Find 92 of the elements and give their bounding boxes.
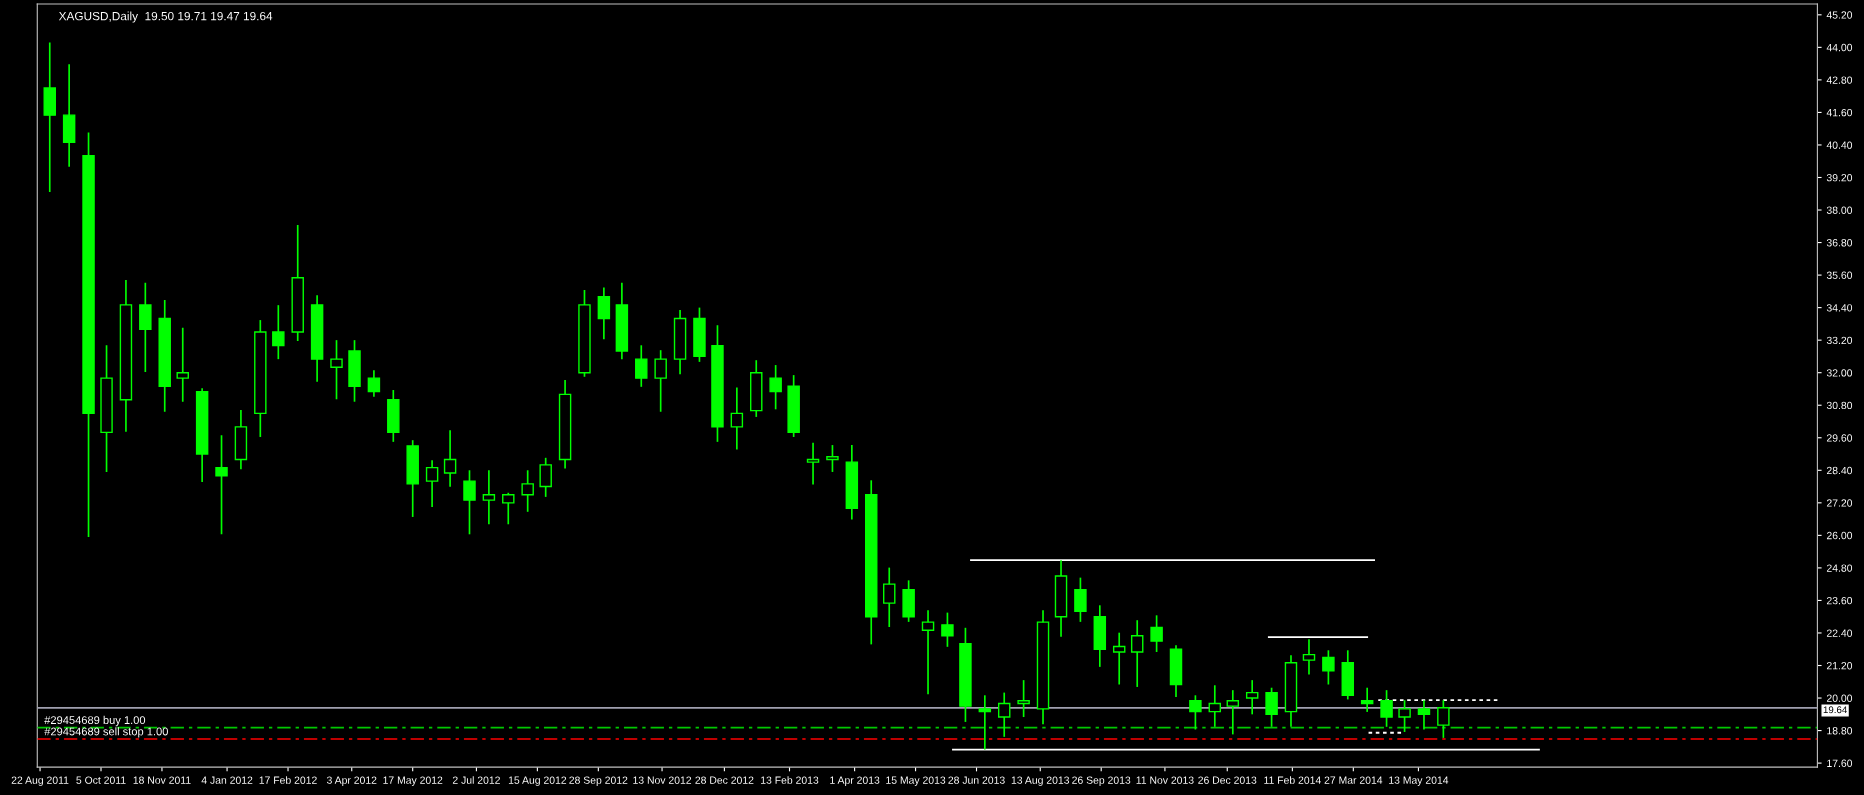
- x-tick-label: 28 Dec 2012: [695, 776, 754, 784]
- candlestick: [502, 492, 515, 525]
- x-tick-label: 13 Nov 2012: [633, 776, 692, 784]
- y-tick-label: 22.40: [1826, 629, 1853, 637]
- ref-line-label: 19.64: [1823, 706, 1847, 714]
- y-tick-label: 34.40: [1826, 304, 1853, 312]
- y-tick-label: 40.40: [1826, 141, 1853, 149]
- y-tick-label: 33.20: [1826, 336, 1853, 345]
- candlestick: [806, 442, 820, 485]
- candlestick: [1130, 620, 1144, 687]
- candlestick: [1208, 685, 1222, 727]
- x-tick-label: 17 Feb 2012: [259, 776, 317, 784]
- y-tick-label: 23.60: [1826, 596, 1853, 605]
- y-tick-label: 20.00: [1826, 694, 1853, 702]
- candlestick: [1360, 687, 1374, 712]
- x-tick-label: 22 Aug 2011: [11, 776, 69, 786]
- candlestick: [521, 470, 534, 512]
- y-tick-label: 30.80: [1826, 401, 1853, 410]
- x-tick-label: 27 Mar 2014: [1324, 776, 1383, 784]
- x-tick-label: 15 May 2013: [886, 776, 946, 786]
- y-tick-label: 24.80: [1826, 564, 1853, 572]
- x-tick-label: 4 Jan 2012: [201, 776, 253, 784]
- candlestick: [215, 435, 228, 535]
- candlestick: [1245, 680, 1259, 715]
- candlestick: [1112, 632, 1126, 685]
- candlestick: [272, 305, 285, 360]
- ref-line-label: #29454689 sell stop 1.00: [44, 727, 168, 738]
- candlestick: [1017, 680, 1030, 718]
- candlestick: [1150, 615, 1163, 652]
- y-tick-label: 45.20: [1826, 11, 1853, 19]
- candlestick: [1189, 695, 1202, 730]
- candlestick: [539, 457, 552, 497]
- candlestick: [654, 350, 667, 412]
- candlestick: [1226, 690, 1240, 735]
- y-tick-label: 44.00: [1826, 43, 1853, 52]
- x-tick-label: 15 Aug 2012: [508, 776, 567, 786]
- x-tick-label: 13 May 2014: [1389, 776, 1449, 786]
- y-tick-label: 18.80: [1827, 727, 1853, 735]
- x-tick-label: 26 Sep 2013: [1072, 776, 1131, 786]
- x-tick-label: 26 Dec 2013: [1198, 776, 1257, 784]
- y-tick-label: 38.00: [1826, 206, 1853, 214]
- candlestick: [1302, 639, 1316, 675]
- x-tick-label: 2 Jul 2012: [452, 776, 500, 784]
- y-tick-label: 32.00: [1826, 369, 1853, 377]
- y-tick-label: 41.60: [1826, 108, 1853, 117]
- candlestick: [978, 695, 992, 750]
- candlestick: [176, 327, 189, 402]
- y-tick-label: 36.80: [1826, 239, 1853, 247]
- y-tick-label: 42.80: [1826, 76, 1853, 84]
- x-tick-label: 13 Aug 2013: [1011, 776, 1070, 786]
- candlestick: [425, 460, 439, 507]
- candlestick: [941, 612, 954, 647]
- candlestick: [330, 340, 343, 400]
- candlestick: [367, 370, 381, 397]
- x-tick-label: 1 Apr 2013: [830, 776, 880, 786]
- candlestick: [597, 287, 611, 340]
- y-tick-label: 21.20: [1826, 662, 1853, 670]
- candlestick: [730, 387, 744, 450]
- x-tick-label: 28 Jun 2013: [948, 776, 1005, 784]
- candlestick: [1265, 687, 1278, 727]
- y-tick-label: 28.40: [1826, 466, 1853, 475]
- x-tick-label: 11 Feb 2014: [1264, 776, 1321, 784]
- candlestick: [1417, 700, 1431, 730]
- candlestick: [1398, 700, 1411, 732]
- candlestick: [1074, 577, 1087, 622]
- x-tick-label: 3 Apr 2012: [326, 776, 377, 786]
- x-tick-label: 28 Sep 2012: [569, 776, 628, 786]
- y-tick-label: 39.20: [1826, 173, 1853, 182]
- candlestick: [769, 365, 782, 410]
- candlestick: [635, 345, 648, 387]
- x-tick-label: 17 May 2012: [383, 776, 443, 786]
- y-tick-label: 17.60: [1827, 759, 1853, 767]
- candlestick: [1322, 650, 1335, 685]
- x-tick-label: 11 Nov 2013: [1136, 776, 1194, 784]
- x-tick-label: 13 Feb 2013: [761, 776, 819, 784]
- y-tick-label: 29.60: [1826, 434, 1853, 442]
- candlestick: [443, 430, 457, 487]
- x-tick-label: 5 Oct 2011: [76, 776, 126, 784]
- candlestick: [482, 470, 496, 525]
- candlestick: [1437, 700, 1450, 738]
- text: XAGUSD,Daily 19.50 19.71 19.47 19.64: [58, 11, 273, 23]
- candlestick: [826, 445, 839, 472]
- y-tick-label: 26.00: [1826, 531, 1853, 540]
- candlestick: [921, 610, 935, 695]
- candlestick: [1380, 690, 1393, 727]
- candlestick: [997, 692, 1011, 737]
- y-tick-label: 27.20: [1826, 499, 1853, 507]
- candlestick: [883, 567, 896, 628]
- y-tick-label: 35.60: [1826, 271, 1853, 279]
- x-tick-label: 18 Nov 2011: [133, 776, 191, 784]
- candlestick: [463, 470, 476, 535]
- ref-line-label: #29454689 buy 1.00: [44, 715, 146, 727]
